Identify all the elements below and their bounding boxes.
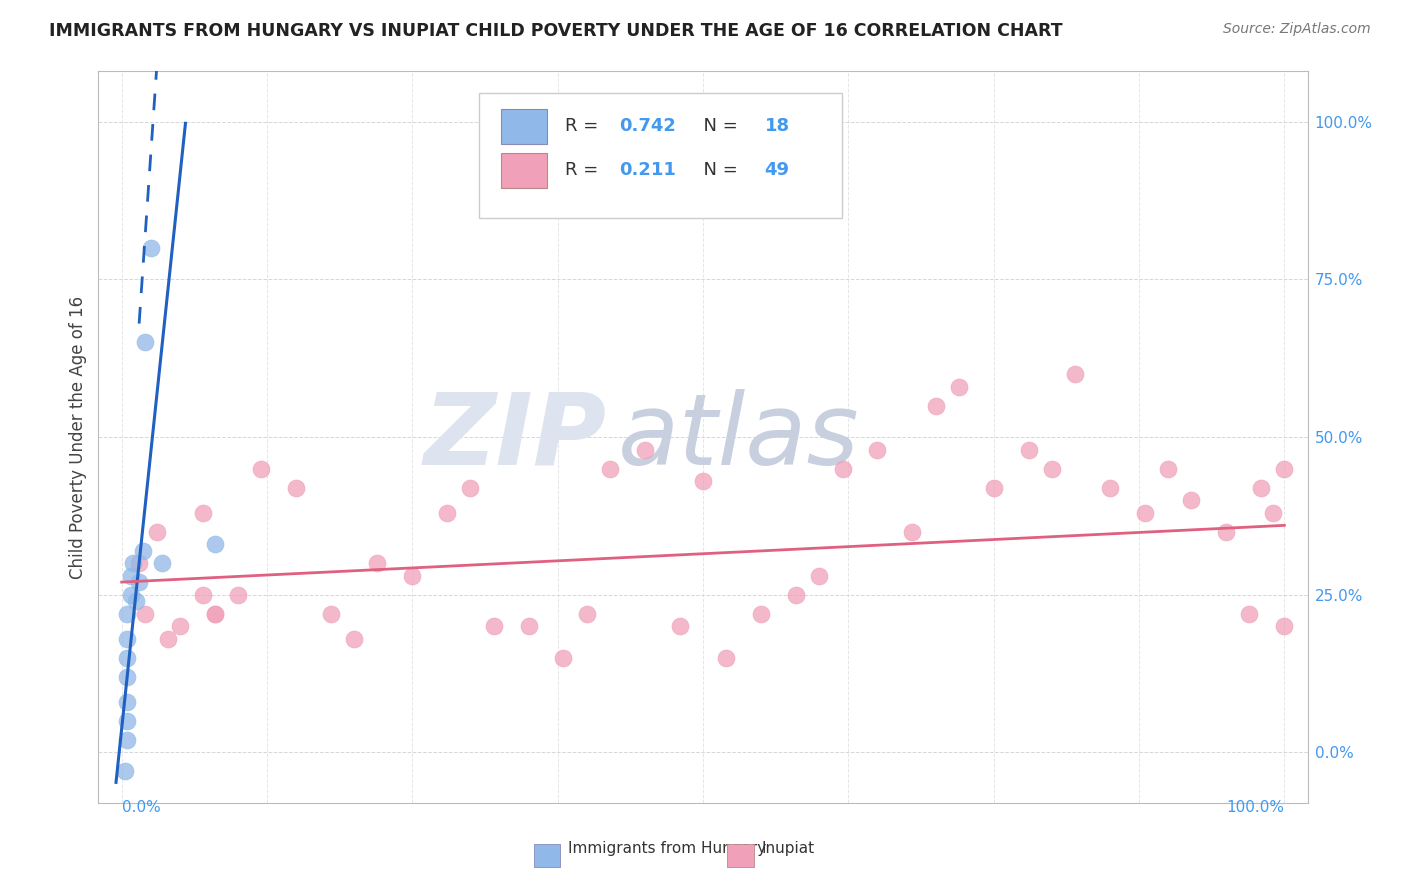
Text: 0.0%: 0.0% bbox=[122, 799, 160, 814]
Point bbox=[1272, 461, 1295, 475]
Text: N =: N = bbox=[692, 161, 744, 179]
Point bbox=[948, 379, 970, 393]
Point bbox=[191, 506, 214, 520]
Text: 100.0%: 100.0% bbox=[1226, 799, 1284, 814]
Point bbox=[553, 650, 575, 665]
Point bbox=[226, 588, 249, 602]
Text: 18: 18 bbox=[765, 117, 790, 136]
Text: ZIP: ZIP bbox=[423, 389, 606, 485]
Point bbox=[128, 575, 150, 590]
Point bbox=[749, 607, 772, 621]
Point bbox=[1040, 461, 1063, 475]
Text: Inupiat: Inupiat bbox=[761, 841, 814, 856]
Text: 49: 49 bbox=[765, 161, 790, 179]
Point bbox=[250, 461, 273, 475]
Point bbox=[343, 632, 366, 646]
Text: Immigrants from Hungary: Immigrants from Hungary bbox=[568, 841, 766, 856]
Text: R =: R = bbox=[565, 117, 605, 136]
Point bbox=[1157, 461, 1180, 475]
Point bbox=[575, 607, 598, 621]
Point bbox=[204, 607, 226, 621]
Point bbox=[120, 588, 142, 602]
Point bbox=[599, 461, 621, 475]
Point bbox=[117, 732, 139, 747]
Point bbox=[204, 607, 226, 621]
Point bbox=[692, 474, 714, 488]
Point bbox=[668, 619, 690, 633]
Text: Source: ZipAtlas.com: Source: ZipAtlas.com bbox=[1223, 22, 1371, 37]
Bar bbox=[501, 153, 547, 187]
Bar bbox=[534, 844, 561, 867]
Point bbox=[1180, 493, 1202, 508]
Point bbox=[1250, 481, 1272, 495]
Point bbox=[131, 543, 153, 558]
Point bbox=[1261, 506, 1284, 520]
Point bbox=[1098, 481, 1121, 495]
Point bbox=[460, 481, 482, 495]
Point bbox=[145, 524, 167, 539]
Point bbox=[831, 461, 853, 475]
Point bbox=[128, 556, 150, 570]
Point bbox=[866, 442, 889, 457]
Point bbox=[191, 588, 214, 602]
Point bbox=[1133, 506, 1156, 520]
Point bbox=[983, 481, 1005, 495]
Point bbox=[150, 556, 173, 570]
Point bbox=[134, 607, 156, 621]
Point bbox=[808, 569, 831, 583]
Point bbox=[122, 556, 145, 570]
Point bbox=[319, 607, 342, 621]
Point bbox=[117, 650, 139, 665]
Point bbox=[117, 632, 139, 646]
Point bbox=[482, 619, 505, 633]
Point bbox=[716, 650, 738, 665]
Point bbox=[517, 619, 540, 633]
Text: N =: N = bbox=[692, 117, 744, 136]
Point bbox=[114, 764, 136, 779]
Bar bbox=[479, 94, 842, 218]
Point bbox=[1064, 367, 1087, 381]
Point bbox=[285, 481, 308, 495]
Point bbox=[924, 399, 946, 413]
Point bbox=[436, 506, 458, 520]
Text: 0.211: 0.211 bbox=[620, 161, 676, 179]
Point bbox=[124, 594, 146, 608]
Point bbox=[1239, 607, 1261, 621]
Point bbox=[1018, 442, 1040, 457]
Point bbox=[634, 442, 657, 457]
Point bbox=[401, 569, 423, 583]
Y-axis label: Child Poverty Under the Age of 16: Child Poverty Under the Age of 16 bbox=[69, 295, 87, 579]
Text: atlas: atlas bbox=[619, 389, 860, 485]
Point bbox=[1272, 619, 1295, 633]
Point bbox=[157, 632, 180, 646]
Text: IMMIGRANTS FROM HUNGARY VS INUPIAT CHILD POVERTY UNDER THE AGE OF 16 CORRELATION: IMMIGRANTS FROM HUNGARY VS INUPIAT CHILD… bbox=[49, 22, 1063, 40]
Bar bbox=[727, 844, 754, 867]
Point bbox=[117, 607, 139, 621]
Point bbox=[785, 588, 807, 602]
Bar bbox=[501, 109, 547, 144]
Point bbox=[901, 524, 924, 539]
Point bbox=[366, 556, 388, 570]
Point bbox=[117, 670, 139, 684]
Point bbox=[169, 619, 191, 633]
Point bbox=[204, 537, 226, 551]
Text: 0.742: 0.742 bbox=[620, 117, 676, 136]
Point bbox=[134, 335, 156, 350]
Point bbox=[117, 695, 139, 709]
Text: R =: R = bbox=[565, 161, 605, 179]
Point bbox=[1215, 524, 1237, 539]
Point bbox=[139, 241, 162, 255]
Point bbox=[120, 569, 142, 583]
Point bbox=[117, 714, 139, 728]
